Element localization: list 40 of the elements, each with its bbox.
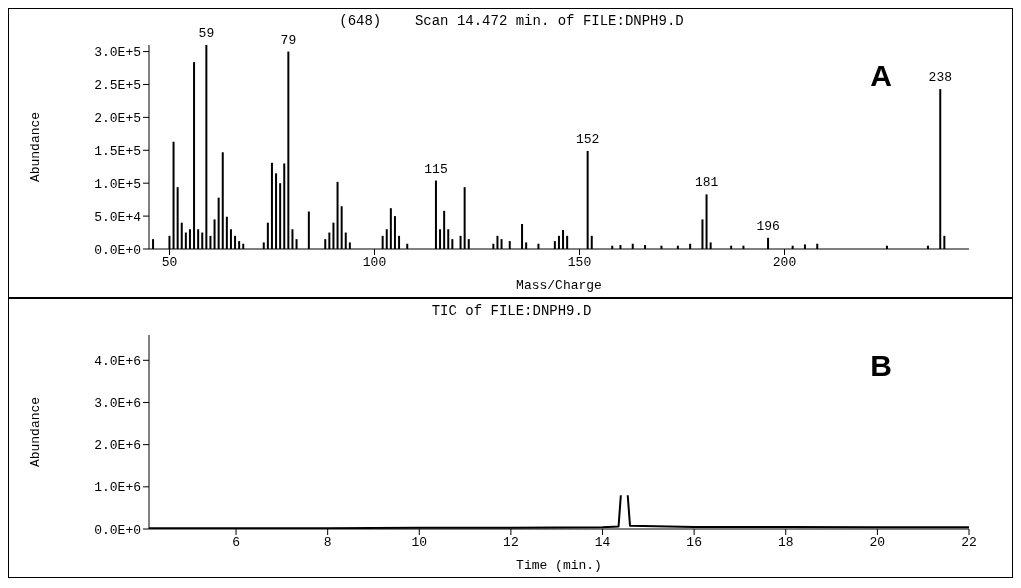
annotation: 115 bbox=[424, 161, 448, 177]
x-tick-label: 20 bbox=[869, 535, 886, 551]
x-tick-label: 6 bbox=[232, 535, 240, 551]
x-tick-label: 100 bbox=[362, 255, 387, 271]
chart-title: (648) Scan 14.472 min. of FILE:DNPH9.D bbox=[339, 13, 684, 29]
y-tick-label: 4.0E+6 bbox=[94, 353, 141, 369]
y-tick-label: 1.0E+6 bbox=[94, 480, 141, 496]
chart-title: TIC of FILE:DNPH9.D bbox=[430, 303, 593, 319]
x-tick-label: 150 bbox=[567, 255, 592, 271]
annotation: 238 bbox=[928, 70, 952, 86]
x-tick-label: 50 bbox=[161, 255, 178, 271]
x-tick-label: 8 bbox=[323, 535, 332, 551]
y-tick-label: 2.5E+5 bbox=[94, 78, 141, 94]
x-tick-label: 22 bbox=[961, 535, 977, 551]
y-tick-label: 2.0E+6 bbox=[94, 438, 141, 454]
x-tick-label: 14 bbox=[594, 535, 611, 551]
y-tick-label: 0.0E+0 bbox=[94, 522, 141, 538]
y-axis-title: Abundance bbox=[27, 396, 43, 468]
x-tick-label: 10 bbox=[411, 535, 428, 551]
annotation: 196 bbox=[756, 218, 780, 234]
annotation: A bbox=[870, 59, 892, 93]
y-tick-label: 2.0E+5 bbox=[94, 111, 141, 126]
x-axis-title: Time (min.) bbox=[516, 558, 602, 573]
x-tick-label: 12 bbox=[503, 535, 519, 551]
annotation: 181 bbox=[694, 175, 719, 191]
y-tick-label: 5.0E+4 bbox=[94, 209, 142, 225]
annotation: 152 bbox=[576, 131, 600, 147]
x-axis-title: Mass/Charge bbox=[516, 278, 602, 293]
y-tick-label: 0.0E+0 bbox=[94, 242, 141, 258]
y-tick-label: 3.0E+5 bbox=[94, 45, 141, 61]
x-tick-label: 18 bbox=[777, 535, 794, 551]
y-tick-label: 1.0E+5 bbox=[94, 176, 141, 192]
y-axis-title: Abundance bbox=[27, 111, 43, 183]
y-tick-label: 3.0E+6 bbox=[94, 396, 141, 412]
x-tick-label: 200 bbox=[772, 255, 797, 271]
annotation: 59 bbox=[198, 26, 215, 41]
x-tick-label: 16 bbox=[686, 535, 702, 551]
annotation: 79 bbox=[280, 32, 297, 48]
annotation: B bbox=[870, 349, 892, 383]
y-tick-label: 1.5E+5 bbox=[94, 143, 141, 159]
